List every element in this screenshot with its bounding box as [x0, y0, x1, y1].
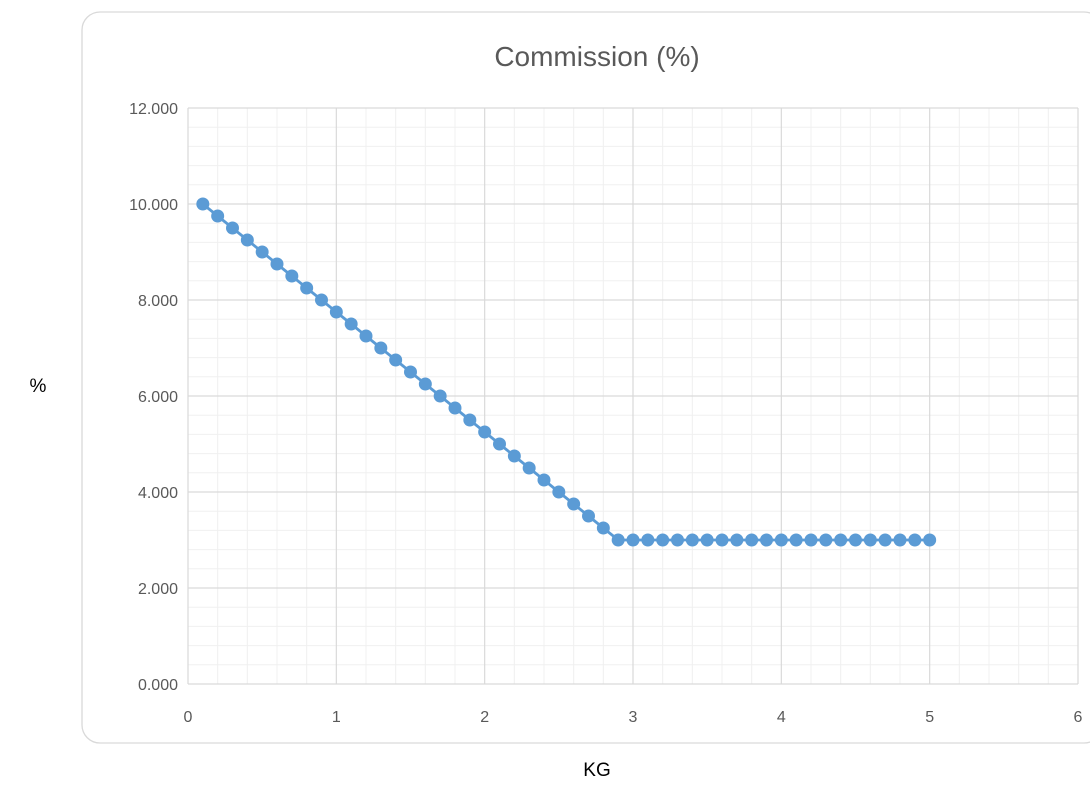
- data-point: [685, 533, 699, 547]
- data-point: [760, 533, 773, 547]
- data-point: [329, 305, 343, 319]
- data-point: [582, 509, 595, 523]
- y-tick-label: 10.000: [129, 197, 178, 214]
- data-point: [893, 533, 907, 547]
- data-point: [359, 329, 373, 343]
- data-point: [804, 533, 818, 547]
- data-point: [774, 533, 788, 547]
- data-point: [641, 533, 655, 547]
- data-point: [300, 281, 314, 295]
- data-point: [211, 209, 225, 223]
- y-tick-label: 4.000: [138, 485, 178, 502]
- data-point: [240, 233, 254, 247]
- x-tick-label: 0: [184, 709, 193, 726]
- data-point: [730, 533, 744, 547]
- chart-title: Commission (%): [494, 41, 699, 72]
- x-tick-label: 4: [777, 709, 786, 726]
- data-point: [285, 269, 299, 283]
- data-point: [552, 485, 566, 499]
- data-point: [671, 533, 684, 547]
- data-point: [834, 533, 848, 547]
- x-tick-label: 6: [1074, 709, 1083, 726]
- data-point: [270, 257, 284, 271]
- data-point: [344, 317, 358, 331]
- x-tick-label: 3: [629, 709, 638, 726]
- y-tick-labels: 0.000 2.000 4.000 6.000 8.000 10.000 12.000: [129, 101, 178, 694]
- data-points: [196, 197, 937, 547]
- y-tick-label: 8.000: [138, 293, 178, 310]
- data-point: [819, 533, 833, 547]
- data-point: [537, 473, 551, 487]
- data-point: [745, 533, 759, 547]
- data-point: [433, 389, 447, 403]
- data-point: [389, 353, 403, 367]
- data-point: [522, 461, 536, 475]
- data-point: [923, 533, 937, 547]
- major-grid: [187, 107, 1079, 685]
- y-tick-label: 6.000: [138, 389, 178, 406]
- data-point: [315, 293, 328, 307]
- data-point: [908, 533, 922, 547]
- y-axis-title: %: [30, 376, 47, 397]
- data-point: [863, 533, 877, 547]
- data-point: [493, 437, 506, 451]
- y-tick-label: 2.000: [138, 581, 178, 598]
- chart-frame: [81, 11, 1090, 744]
- data-point: [789, 533, 803, 547]
- data-point: [463, 413, 477, 427]
- data-point: [700, 533, 714, 547]
- x-tick-labels: 0 1 2 3 4 5 6: [184, 709, 1083, 726]
- x-tick-label: 1: [332, 709, 341, 726]
- data-point: [715, 533, 729, 547]
- y-tick-label: 0.000: [138, 677, 178, 694]
- x-axis-title: KG: [583, 760, 610, 781]
- x-tick-label: 2: [480, 709, 489, 726]
- x-tick-label: 5: [925, 709, 934, 726]
- y-tick-label: 12.000: [129, 101, 178, 118]
- data-point: [626, 533, 640, 547]
- data-point: [878, 533, 892, 547]
- data-point: [656, 533, 670, 547]
- data-point: [374, 341, 388, 355]
- data-point: [448, 401, 462, 415]
- data-point: [226, 221, 239, 235]
- data-point: [849, 533, 862, 547]
- data-point: [255, 245, 269, 259]
- data-point: [611, 533, 625, 547]
- data-point: [567, 497, 581, 511]
- data-point: [418, 377, 432, 391]
- data-point: [196, 197, 210, 211]
- data-point: [596, 521, 610, 535]
- data-point: [404, 365, 417, 379]
- data-point: [507, 449, 521, 463]
- data-point: [478, 425, 492, 439]
